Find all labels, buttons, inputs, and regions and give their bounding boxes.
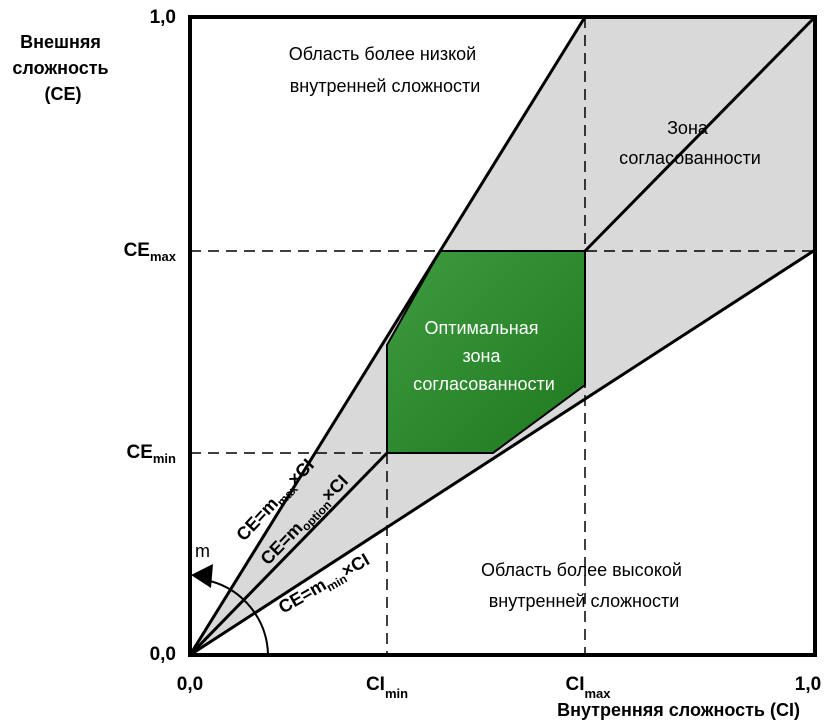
ray-m-min (189, 248, 816, 657)
origin-y-tick: 0,0 (150, 644, 176, 665)
ray-m-option (188, 451, 389, 657)
ci-max-tick: CImax (565, 674, 611, 701)
ray-m-option-upper (583, 15, 817, 253)
optimal-zone-label: Оптимальная зона согласованности (413, 318, 555, 394)
lower-internal-label: Область более низкой внутренней сложност… (289, 44, 482, 96)
x-right-tick: 1,0 (795, 674, 821, 695)
y-top-tick: 1,0 (150, 7, 176, 28)
ce-min-tick: CEmin (126, 442, 176, 466)
origin-x-tick: 0,0 (177, 674, 203, 695)
angle-label: m (195, 541, 210, 561)
reference-lines (190, 17, 815, 655)
higher-internal-label: Область более высокой внутренней сложнос… (481, 560, 687, 611)
x-axis-title: Внутренняя сложность (CI) (557, 700, 800, 720)
ce-max-tick: CEmax (124, 240, 177, 264)
angle-arc (209, 580, 269, 656)
arrow-head-icon (191, 564, 213, 588)
plot-frame (188, 15, 817, 657)
rays (188, 15, 817, 657)
ci-min-tick: CImin (366, 674, 408, 701)
y-axis-title: Внешняя сложность (CE) (12, 32, 113, 104)
ray-m-max (188, 16, 587, 656)
zone-label: Зона согласованности (619, 118, 761, 168)
